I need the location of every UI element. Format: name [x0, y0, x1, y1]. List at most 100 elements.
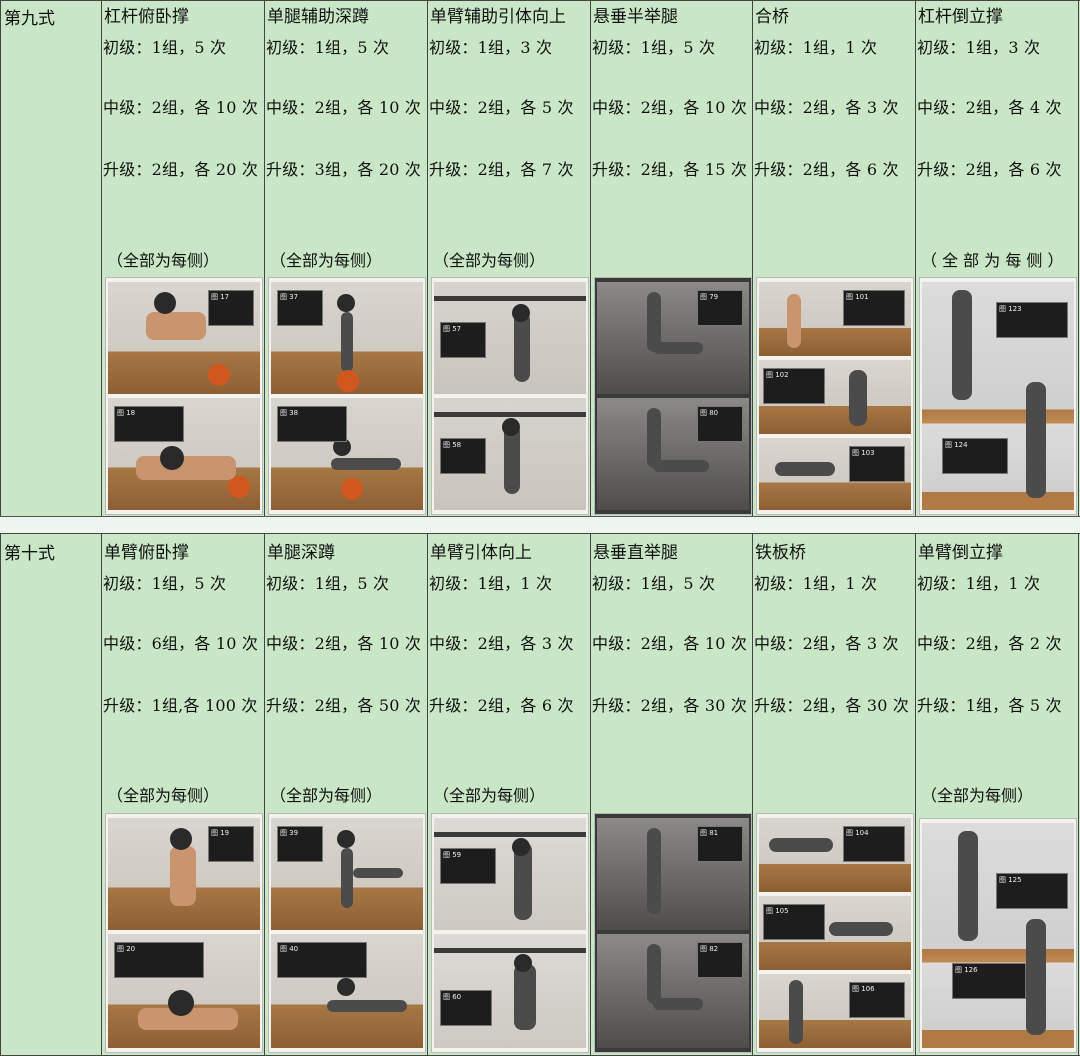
per-side-note: （全部为每侧） [107, 251, 220, 270]
intermediate-level: 中级：2组，各 3 次 [754, 634, 899, 653]
photo-panel: 图 17 [108, 282, 260, 394]
push-up-photo: 图 19 图 20 [105, 813, 263, 1053]
advanced-level: 升级：2组，各 6 次 [917, 160, 1062, 179]
figure-caption: 图 124 [942, 438, 1008, 474]
figure-caption: 图 19 [208, 826, 254, 862]
grid-line [101, 533, 102, 1056]
squat-photo: 图 39 图 40 [268, 813, 426, 1053]
grid-line [264, 533, 265, 1056]
photo-panel: 图 125 图 126 [922, 823, 1074, 1048]
intermediate-level: 中级：2组，各 5 次 [429, 98, 574, 117]
photo-panel: 图 38 [271, 398, 423, 510]
advanced-level: 升级：1组，各 5 次 [917, 696, 1062, 715]
photo-panel: 图 58 [434, 398, 586, 510]
figure-caption: 图 57 [440, 322, 486, 358]
advanced-level: 升级：2组，各 30 次 [754, 696, 910, 715]
beginner-level: 初级：1组，1 次 [429, 574, 553, 593]
pull-up-photo: 图 57 图 58 [431, 277, 589, 515]
exercise-name: 铁板桥 [755, 543, 806, 563]
exercise-cell: 铁板桥 初级：1组，1 次 中级：2组，各 3 次 升级：2组，各 30 次 图… [752, 533, 915, 1056]
exercise-cell: 杠杆倒立撑 初级：1组，3 次 中级：2组，各 4 次 升级：2组，各 6 次 … [915, 0, 1078, 516]
grid-line [1078, 0, 1079, 516]
exercise-name: 杠杆倒立撑 [918, 7, 1003, 27]
per-side-note: （全部为每侧） [270, 786, 383, 805]
figure-caption: 图 103 [849, 446, 905, 482]
exercise-cell: 单臂辅助引体向上 初级：1组，3 次 中级：2组，各 5 次 升级：2组，各 7… [427, 0, 590, 516]
photo-panel: 图 102 [759, 360, 911, 434]
photo-panel: 图 104 [759, 818, 911, 892]
figure-caption: 图 106 [849, 982, 905, 1018]
push-up-photo: 图 17 图 18 [105, 277, 263, 515]
intermediate-level: 中级：2组，各 3 次 [754, 98, 899, 117]
per-side-note: （全部为每侧） [107, 786, 220, 805]
photo-panel: 图 19 [108, 818, 260, 930]
photo-panel: 图 81 [597, 818, 749, 930]
section-label: 第九式 [4, 9, 55, 29]
per-side-note: （全部为每侧） [433, 786, 546, 805]
figure-caption: 图 38 [277, 406, 347, 442]
leg-raise-photo: 图 79 图 80 [594, 277, 752, 515]
photo-panel: 图 57 [434, 282, 586, 394]
advanced-level: 升级：2组，各 20 次 [103, 160, 259, 179]
exercise-name: 单腿辅助深蹲 [267, 7, 369, 27]
per-side-note: （全部为每侧） [921, 786, 1034, 805]
intermediate-level: 中级：2组，各 10 次 [592, 634, 748, 653]
exercise-name: 单臂辅助引体向上 [430, 7, 566, 27]
grid-line [752, 0, 753, 516]
photo-panel: 图 37 [271, 282, 423, 394]
figure-caption: 图 102 [763, 368, 825, 404]
figure-caption: 图 80 [697, 406, 743, 442]
exercise-cell: 悬垂半举腿 初级：1组，5 次 中级：2组，各 10 次 升级：2组，各 15 … [590, 0, 752, 516]
grid-line [427, 0, 428, 516]
exercise-name: 单臂倒立撑 [918, 543, 1003, 563]
grid-line [1078, 533, 1079, 1056]
figure-caption: 图 79 [697, 290, 743, 326]
beginner-level: 初级：1组，5 次 [103, 574, 227, 593]
beginner-level: 初级：1组，3 次 [917, 38, 1041, 57]
intermediate-level: 中级：2组，各 10 次 [592, 98, 748, 117]
figure-caption: 图 60 [440, 990, 492, 1026]
beginner-level: 初级：1组，3 次 [429, 38, 553, 57]
intermediate-level: 中级：2组，各 10 次 [266, 634, 422, 653]
figure-caption: 图 40 [277, 942, 367, 978]
pull-up-photo: 图 59 图 60 [431, 813, 589, 1053]
figure-caption: 图 81 [697, 826, 743, 862]
bridge-photo: 图 101 图 102 图 103 [756, 277, 914, 515]
grid-line [915, 0, 916, 516]
beginner-level: 初级：1组，1 次 [754, 38, 878, 57]
advanced-level: 升级：2组，各 7 次 [429, 160, 574, 179]
section-label: 第十式 [4, 544, 55, 564]
photo-panel: 图 105 [759, 896, 911, 970]
section-nine: 第九式 杠杆俯卧撑 初级：1组，5 次 中级：2组，各 10 次 升级：2组，各… [0, 0, 1080, 516]
intermediate-level: 中级：2组，各 10 次 [103, 98, 259, 117]
advanced-level: 升级：2组，各 50 次 [266, 696, 422, 715]
advanced-level: 升级：1组,各 100 次 [103, 696, 258, 715]
exercise-name: 单腿深蹲 [267, 543, 335, 563]
intermediate-level: 中级：6组，各 10 次 [103, 634, 259, 653]
beginner-level: 初级：1组，1 次 [754, 574, 878, 593]
photo-panel: 图 60 [434, 934, 586, 1048]
table-border-top [0, 533, 1080, 534]
intermediate-level: 中级：2组，各 4 次 [917, 98, 1062, 117]
photo-panel: 图 106 [759, 974, 911, 1048]
figure-caption: 图 39 [277, 826, 323, 862]
advanced-level: 升级：2组，各 30 次 [592, 696, 748, 715]
grid-line [590, 533, 591, 1056]
section-ten: 第十式 单臂俯卧撑 初级：1组，5 次 中级：6组，各 10 次 升级：1组,各… [0, 533, 1080, 1056]
per-side-note: （全部为每侧） [433, 251, 546, 270]
advanced-level: 升级：3组，各 20 次 [266, 160, 422, 179]
exercise-name: 杠杆俯卧撑 [104, 7, 189, 27]
grid-line [915, 533, 916, 1056]
intermediate-level: 中级：2组，各 2 次 [917, 634, 1062, 653]
exercise-cell: 合桥 初级：1组，1 次 中级：2组，各 3 次 升级：2组，各 6 次 图 1… [752, 0, 915, 516]
grid-line [427, 533, 428, 1056]
exercise-cell: 单臂俯卧撑 初级：1组，5 次 中级：6组，各 10 次 升级：1组,各 100… [101, 533, 264, 1056]
photo-panel: 图 59 [434, 818, 586, 930]
photo-panel: 图 103 [759, 438, 911, 510]
advanced-level: 升级：2组，各 6 次 [429, 696, 574, 715]
per-side-note: （全部为每侧） [270, 251, 383, 270]
beginner-level: 初级：1组，5 次 [266, 574, 390, 593]
figure-caption: 图 20 [114, 942, 204, 978]
intermediate-level: 中级：2组，各 10 次 [266, 98, 422, 117]
figure-caption: 图 105 [763, 904, 825, 940]
